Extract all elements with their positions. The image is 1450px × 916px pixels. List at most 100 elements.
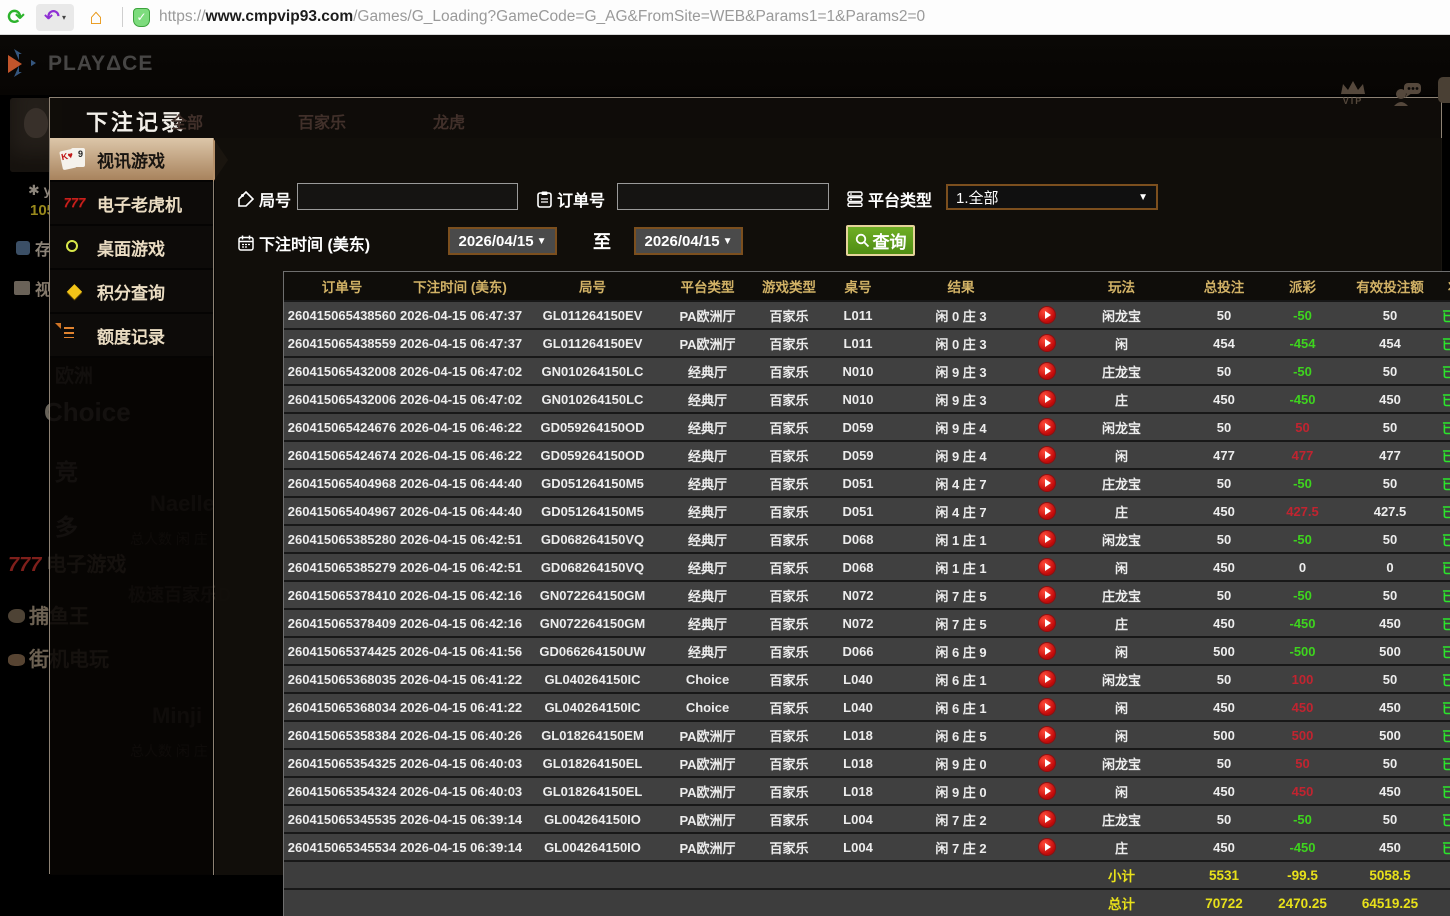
play-icon[interactable] — [1038, 335, 1055, 351]
app-header: PLAYΔCE VIP — [0, 35, 1450, 106]
menu-item-table-games[interactable]: 桌面游戏 — [50, 226, 213, 270]
cell-replay — [1034, 363, 1059, 379]
search-button[interactable]: 查询 — [846, 225, 915, 256]
order-number-input[interactable] — [617, 183, 829, 210]
date-from-select[interactable]: 2026/04/15 ▼ — [448, 227, 557, 255]
cell-result: 闲 1 庄 1 — [935, 532, 987, 548]
play-icon[interactable] — [1038, 727, 1055, 743]
cell-replay — [1034, 643, 1059, 659]
play-icon[interactable] — [1038, 699, 1055, 715]
cell-total-bet: 50 — [1216, 587, 1232, 603]
round-number-input[interactable] — [297, 183, 518, 210]
play-icon[interactable] — [1038, 559, 1055, 575]
cell-game-type: 百家乐 — [769, 728, 809, 744]
play-icon[interactable] — [1038, 615, 1055, 631]
cell-valid-bet: 450 — [1379, 699, 1401, 715]
play-icon[interactable] — [1038, 755, 1055, 771]
play-icon[interactable] — [1038, 587, 1055, 603]
back-button[interactable]: ↶ ▾ — [36, 3, 74, 31]
cell-result: 闲 9 庄 4 — [935, 448, 987, 464]
subtotal-payout: -99.5 — [1287, 867, 1318, 883]
cell-play-type: 闲 — [1114, 700, 1128, 716]
playace-logo[interactable]: PLAYΔCE — [6, 47, 153, 81]
cell-game-type: 百家乐 — [769, 784, 809, 800]
cell-bet-time: 2026-04-15 06:46:22 — [400, 447, 523, 463]
cell-platform: PA欧洲厅 — [679, 784, 736, 800]
play-icon[interactable] — [1038, 783, 1055, 799]
vip-crown-icon[interactable]: VIP — [1340, 80, 1366, 106]
bet-records-modal: 下注记录 全部 百家乐 龙虎 9 K♥ 视讯游戏 777 电子老虎机 桌面游戏 ◆… — [49, 97, 1450, 916]
cell-platform: 经典厅 — [687, 560, 727, 576]
menu-item-quota-records[interactable]: 额度记录 — [50, 314, 213, 358]
play-icon[interactable] — [1038, 839, 1055, 855]
date-to-select[interactable]: 2026/04/15 ▼ — [634, 227, 743, 255]
play-icon[interactable] — [1038, 307, 1055, 323]
play-icon[interactable] — [1038, 643, 1055, 659]
play-icon[interactable] — [1038, 363, 1055, 379]
cell-total-bet: 500 — [1213, 643, 1235, 659]
play-icon[interactable] — [1038, 475, 1055, 491]
total-valid: 64519.25 — [1361, 895, 1419, 911]
cell-payout: -50 — [1293, 531, 1312, 547]
play-icon[interactable] — [1038, 671, 1055, 687]
cell-round-number: GN072264150GM — [539, 615, 646, 631]
cell-table-number: D068 — [842, 531, 874, 547]
play-icon[interactable] — [1038, 419, 1055, 435]
subtotal-bet: 5531 — [1208, 867, 1240, 883]
address-bar[interactable]: https://www.cmpvip93.com/Games/G_Loading… — [159, 8, 925, 26]
vip-label: VIP — [1342, 96, 1364, 106]
cell-play-type: 庄龙宝 — [1101, 588, 1141, 604]
table-row: 260415065424676 2026-04-15 06:46:22 GD05… — [284, 412, 1450, 440]
platform-type-select[interactable]: 1.全部 ▼ — [946, 184, 1158, 210]
subtotal-valid: 5058.5 — [1369, 867, 1411, 883]
play-icon[interactable] — [1038, 391, 1055, 407]
refresh-icon[interactable]: ⟳ — [7, 5, 25, 29]
cell-bet-time: 2026-04-15 06:41:22 — [400, 699, 523, 715]
cell-game-type: 百家乐 — [769, 420, 809, 436]
cell-total-bet: 500 — [1213, 727, 1235, 743]
menu-item-points-query[interactable]: ◆ 积分查询 — [50, 270, 213, 314]
table-row: 260415065424674 2026-04-15 06:46:22 GD05… — [284, 440, 1450, 468]
cell-replay — [1034, 615, 1059, 631]
cell-valid-bet: 450 — [1379, 839, 1401, 855]
cell-result: 闲 7 庄 5 — [935, 616, 987, 632]
cell-bet-time: 2026-04-15 06:39:14 — [400, 839, 523, 855]
cell-table-number: L040 — [843, 671, 873, 687]
menu-item-video-games[interactable]: 9 K♥ 视讯游戏 — [50, 138, 228, 182]
customer-service-icon[interactable] — [1392, 82, 1422, 106]
cell-valid-bet: 0 — [1386, 559, 1394, 575]
home-icon[interactable]: ⌂ — [89, 4, 103, 29]
cell-round-number: GL004264150IO — [544, 839, 641, 855]
cell-status: 已派彩 — [1441, 728, 1450, 744]
cell-bet-time: 2026-04-15 06:41:22 — [400, 671, 523, 687]
cell-round-number: GD051264150M5 — [541, 475, 644, 491]
cell-replay — [1034, 755, 1059, 771]
cell-order-number: 260415065368035 — [287, 671, 397, 687]
back-dropdown-caret[interactable]: ▾ — [61, 12, 66, 22]
play-icon[interactable] — [1038, 811, 1055, 827]
modal-menu: 9 K♥ 视讯游戏 777 电子老虎机 桌面游戏 ◆ 积分查询 额度记录 — [50, 138, 228, 875]
cards-icon — [14, 281, 30, 295]
security-shield-icon[interactable]: ✓ — [133, 7, 150, 27]
calendar-icon — [238, 235, 254, 251]
play-icon[interactable] — [1038, 531, 1055, 547]
partial-header-icon[interactable] — [1438, 77, 1450, 103]
background-tab-all: 全部 — [171, 115, 204, 132]
cell-platform: 经典厅 — [687, 588, 727, 604]
cell-bet-time: 2026-04-15 06:40:03 — [400, 783, 523, 799]
cell-platform: PA欧洲厅 — [679, 756, 736, 772]
cell-order-number: 260415065404968 — [287, 475, 397, 491]
cell-result: 闲 6 庄 5 — [935, 728, 987, 744]
cell-round-number: GN072264150GM — [539, 587, 646, 603]
cell-play-type: 闲 — [1114, 448, 1128, 464]
browser-toolbar: ⟳ ↶ ▾ ⌂ ✓ https://www.cmpvip93.com/Games… — [0, 0, 1450, 35]
cell-platform: PA欧洲厅 — [679, 728, 736, 744]
cell-valid-bet: 500 — [1379, 643, 1401, 659]
table-row: 260415065378410 2026-04-15 06:42:16 GN07… — [284, 580, 1450, 608]
cell-payout: -450 — [1289, 391, 1316, 407]
play-icon[interactable] — [1038, 503, 1055, 519]
play-icon[interactable] — [1038, 447, 1055, 463]
cell-valid-bet: 454 — [1379, 335, 1401, 351]
cell-order-number: 260415065358384 — [287, 727, 397, 743]
menu-item-slots[interactable]: 777 电子老虎机 — [50, 182, 213, 226]
